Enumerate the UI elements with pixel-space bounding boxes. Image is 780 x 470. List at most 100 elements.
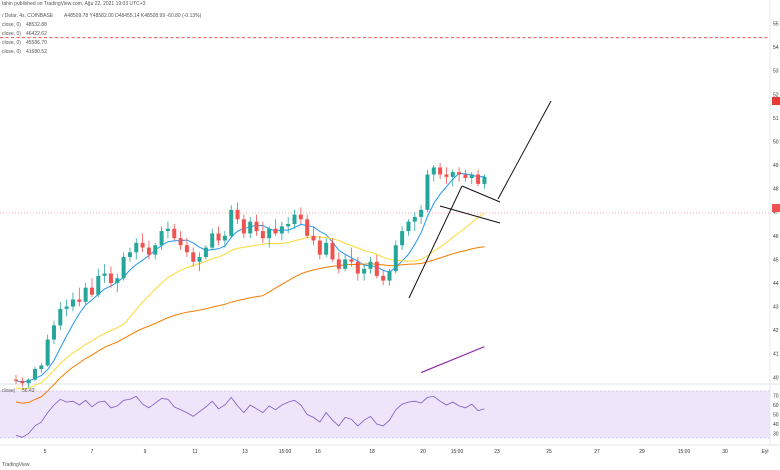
price-tick-label: 50 bbox=[773, 139, 779, 145]
candle-body bbox=[134, 242, 139, 253]
last-price-tag bbox=[772, 204, 780, 212]
resistance-price-tag bbox=[772, 97, 780, 105]
time-tick-label: 18 bbox=[369, 449, 375, 455]
candle-body bbox=[96, 275, 101, 295]
candle-body bbox=[286, 224, 291, 227]
candle-body bbox=[83, 287, 88, 302]
candle-body bbox=[172, 228, 177, 239]
candle-body bbox=[26, 379, 31, 384]
candle-body bbox=[425, 174, 430, 210]
time-tick-label: 25 bbox=[546, 449, 552, 455]
legend-ma3-value: 45586.70 bbox=[26, 40, 47, 46]
candle-body bbox=[463, 174, 468, 179]
candle-body bbox=[317, 240, 322, 255]
projection-line[interactable] bbox=[497, 100, 552, 200]
candle-body bbox=[387, 271, 392, 281]
candle-body bbox=[324, 242, 329, 255]
candle-body bbox=[102, 273, 107, 276]
candle-body bbox=[355, 261, 360, 274]
time-tick-label: 13 bbox=[242, 449, 248, 455]
candle-body bbox=[330, 242, 335, 260]
candle-body bbox=[89, 287, 94, 295]
candle-body bbox=[153, 245, 158, 255]
candle-body bbox=[482, 176, 487, 184]
candle-body bbox=[32, 369, 37, 380]
legend-ma1-label: close, 0) bbox=[2, 22, 21, 28]
candle-body bbox=[51, 325, 56, 340]
price-tick-label: 47 bbox=[773, 210, 779, 216]
candle-body bbox=[273, 228, 278, 234]
candle-body bbox=[311, 235, 316, 241]
candle-body bbox=[115, 278, 120, 283]
rsi-legend-label: close) bbox=[2, 388, 16, 394]
candle-body bbox=[406, 221, 411, 232]
candle-body bbox=[235, 209, 240, 220]
candle-body bbox=[412, 216, 417, 222]
candle-body bbox=[298, 214, 303, 220]
flag-pole-line[interactable] bbox=[408, 185, 463, 299]
ma-yellow-line bbox=[15, 212, 485, 390]
price-tick-label: 40 bbox=[773, 375, 779, 381]
price-tick-label: 51 bbox=[773, 116, 779, 122]
time-tick-label: 30 bbox=[722, 449, 728, 455]
rsi-band-fill bbox=[0, 391, 770, 438]
time-tick-label: Eyl bbox=[762, 449, 769, 455]
candle-body bbox=[444, 174, 449, 177]
candle-body bbox=[349, 259, 354, 262]
rsi-tick-label: 30 bbox=[773, 432, 779, 438]
price-tick-label: 44 bbox=[773, 281, 779, 287]
candle-body bbox=[121, 257, 126, 279]
rsi-tick-label: 40 bbox=[773, 422, 779, 428]
price-tick-label: 53 bbox=[773, 69, 779, 75]
time-tick-label: 11 bbox=[192, 449, 197, 455]
candle-body bbox=[203, 247, 208, 258]
candle-body bbox=[254, 221, 259, 232]
legend-ma3-label: close, 0) bbox=[2, 40, 21, 46]
candle-body bbox=[197, 257, 202, 262]
candle-body bbox=[431, 167, 436, 175]
candle-body bbox=[362, 268, 367, 274]
candle-body bbox=[279, 226, 284, 234]
time-tick-label: 15:00 bbox=[678, 449, 691, 455]
flag-lower-line[interactable] bbox=[439, 205, 501, 224]
ohlc-info: A48509.78 Y48582.00 D48455.14 K48508.99 … bbox=[64, 13, 202, 19]
rsi-tick-label: 60 bbox=[773, 403, 779, 409]
candle-body bbox=[216, 233, 221, 241]
tradingview-watermark: TradingView bbox=[2, 462, 30, 468]
time-tick-label: 7 bbox=[91, 449, 94, 455]
candle-body bbox=[374, 261, 379, 276]
candle-body bbox=[64, 306, 69, 309]
candle-body bbox=[476, 174, 481, 184]
price-tick-label: 45 bbox=[773, 257, 779, 263]
price-tick-label: 41 bbox=[773, 352, 779, 358]
ma-blue-line bbox=[15, 172, 485, 383]
candle-body bbox=[222, 235, 227, 241]
flag-upper-line[interactable] bbox=[461, 185, 501, 203]
candle-body bbox=[368, 261, 373, 269]
candle-body bbox=[70, 299, 75, 307]
symbol-info: / Dolar, 4s, COINBASE bbox=[2, 13, 54, 19]
price-tick-label: 48 bbox=[773, 187, 779, 193]
time-tick-label: 23 bbox=[494, 449, 500, 455]
legend-ma4-label: close, 0) bbox=[2, 49, 21, 55]
candle-body bbox=[178, 238, 183, 246]
price-tick-label: 49 bbox=[773, 163, 779, 169]
candle-body bbox=[393, 245, 398, 272]
time-tick-label: 16 bbox=[315, 449, 321, 455]
candle-body bbox=[267, 228, 272, 239]
price-tick-label: 54 bbox=[773, 45, 779, 51]
candle-body bbox=[39, 365, 44, 370]
candle-body bbox=[127, 252, 132, 258]
candle-body bbox=[159, 231, 164, 246]
candle-body bbox=[381, 275, 386, 281]
candle-body bbox=[450, 172, 455, 177]
candle-body bbox=[20, 380, 25, 384]
candle-body bbox=[438, 167, 443, 175]
candle-body bbox=[419, 209, 424, 217]
candle-body bbox=[146, 247, 151, 255]
candle-body bbox=[400, 231, 405, 246]
time-tick-label: 15:00 bbox=[279, 449, 292, 455]
candle-body bbox=[58, 308, 63, 326]
rsi-tick-label: 70 bbox=[773, 394, 779, 400]
